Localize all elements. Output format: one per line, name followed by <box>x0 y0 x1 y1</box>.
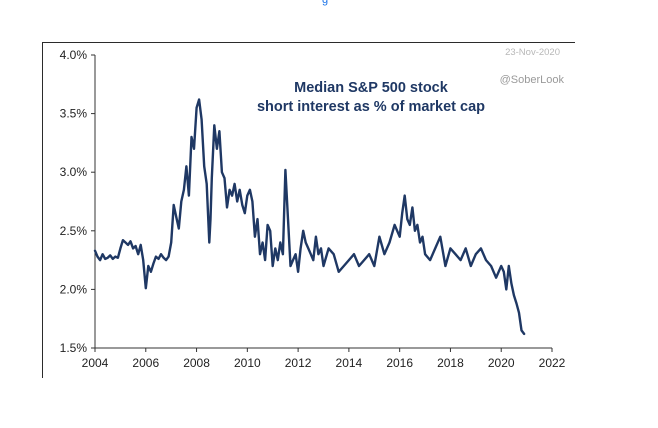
series-layer <box>93 98 526 336</box>
y-tick-label: 2.5% <box>60 224 88 238</box>
x-tick-label: 2020 <box>488 356 515 370</box>
axes: 1.5% 2.0% 2.5% 3.0% 3.5% 4.0% 2004 2006 2008 2010… <box>60 48 566 370</box>
x-tick-label: 2008 <box>183 356 210 370</box>
x-tick-label: 2014 <box>336 356 363 370</box>
top-link[interactable]: g <box>322 0 329 6</box>
x-tick-label: 2016 <box>386 356 413 370</box>
series-line <box>93 98 526 336</box>
y-tick-label: 1.5% <box>60 341 88 355</box>
y-tick-label: 3.5% <box>60 107 88 121</box>
chart-title-line-2: short interest as % of market cap <box>257 99 485 115</box>
y-tick-label: 3.0% <box>60 165 88 179</box>
x-tick-label: 2018 <box>437 356 464 370</box>
date-stamp: 23-Nov-2020 <box>505 47 560 58</box>
source-label: @SoberLook <box>500 74 565 86</box>
line-chart: 23-Nov-2020 @SoberLook Median S&P 500 st… <box>43 43 576 379</box>
chart-background <box>43 43 576 379</box>
x-tick-label: 2006 <box>132 356 159 370</box>
x-tick-label: 2012 <box>285 356 312 370</box>
x-tick-label: 2004 <box>82 356 109 370</box>
y-tick-label: 2.0% <box>60 282 88 296</box>
y-tick-label: 4.0% <box>60 48 88 62</box>
x-tick-label: 2010 <box>234 356 261 370</box>
chart-frame: 23-Nov-2020 @SoberLook Median S&P 500 st… <box>42 42 576 379</box>
chart-title-line-1: Median S&P 500 stock <box>294 80 449 96</box>
x-tick-label: 2022 <box>539 356 566 370</box>
